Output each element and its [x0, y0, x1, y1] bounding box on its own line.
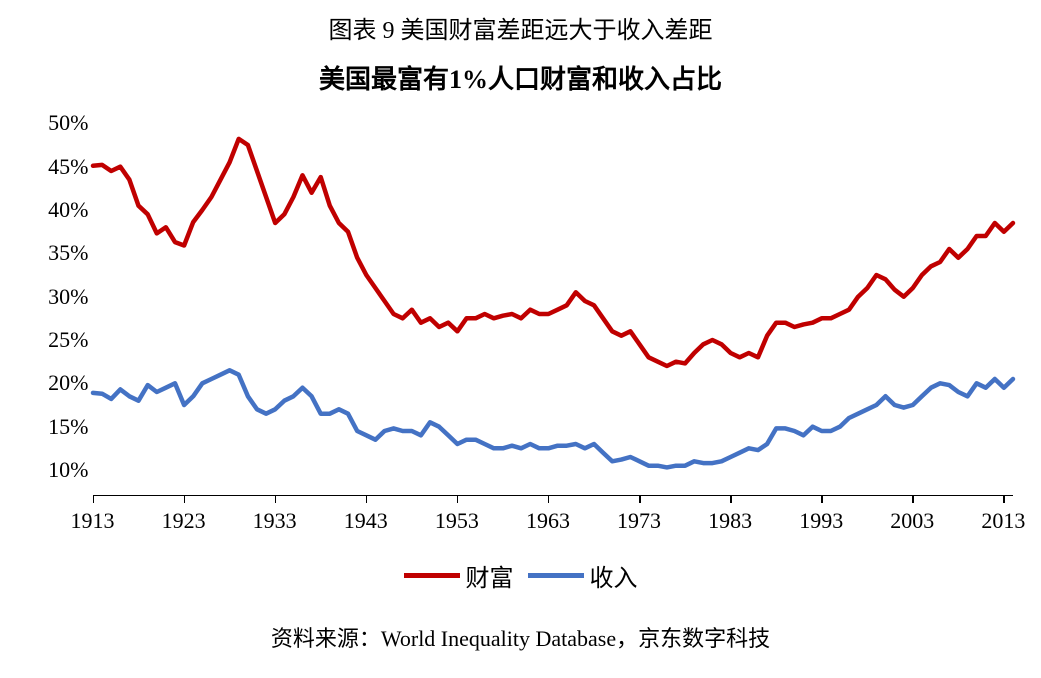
y-tick-label: 30%: [29, 284, 89, 310]
y-tick-label: 45%: [29, 154, 89, 180]
chart-lines: [93, 106, 1013, 495]
y-axis: 10% 15% 20% 25% 30% 35% 40% 45% 50%: [29, 106, 89, 546]
legend-swatch-wealth: [404, 573, 460, 578]
x-tick: [184, 496, 186, 503]
figure-title: 图表 9 美国财富差距远大于收入差距: [0, 0, 1041, 53]
y-tick-label: 15%: [29, 414, 89, 440]
y-tick-label: 10%: [29, 457, 89, 483]
chart-legend: 财富 收入: [0, 546, 1041, 593]
x-tick-label: 1923: [162, 508, 206, 534]
series-income: [93, 370, 1013, 467]
x-tick: [912, 496, 914, 503]
x-tick-label: 1933: [253, 508, 297, 534]
x-tick-label: 2013: [981, 508, 1025, 534]
chart-title: 美国最富有1%人口财富和收入占比: [0, 53, 1041, 106]
x-tick-label: 2003: [890, 508, 934, 534]
x-tick: [1003, 496, 1005, 503]
x-tick: [548, 496, 550, 503]
y-tick-label: 25%: [29, 327, 89, 353]
x-tick: [366, 496, 368, 503]
legend-item-wealth: 财富: [404, 558, 514, 593]
source-cn: 京东数字科技: [638, 626, 770, 651]
x-tick: [730, 496, 732, 503]
x-tick-label: 1943: [344, 508, 388, 534]
legend-swatch-income: [528, 573, 584, 578]
x-tick-label: 1913: [71, 508, 115, 534]
x-axis: 1913192319331943195319631973198319932003…: [93, 496, 1013, 546]
plot-area: [93, 106, 1013, 496]
x-tick: [93, 496, 95, 503]
x-tick-label: 1963: [526, 508, 570, 534]
legend-label-wealth: 财富: [466, 558, 514, 593]
x-tick: [639, 496, 641, 503]
y-tick-label: 20%: [29, 370, 89, 396]
source-line: 资料来源：World Inequality Database，京东数字科技: [0, 593, 1041, 653]
x-tick-label: 1993: [799, 508, 843, 534]
y-tick-label: 35%: [29, 240, 89, 266]
series-wealth: [93, 139, 1013, 366]
x-tick-label: 1983: [708, 508, 752, 534]
source-prefix: 资料来源：: [271, 626, 381, 651]
y-tick-label: 50%: [29, 110, 89, 136]
legend-item-income: 收入: [528, 558, 638, 593]
source-latin: World Inequality Database: [381, 626, 616, 651]
x-tick: [275, 496, 277, 503]
x-tick: [457, 496, 459, 503]
legend-label-income: 收入: [590, 558, 638, 593]
y-tick-label: 40%: [29, 197, 89, 223]
x-tick-label: 1953: [435, 508, 479, 534]
source-sep: ，: [616, 626, 638, 651]
line-chart: 10% 15% 20% 25% 30% 35% 40% 45% 50% 1913 1923 1933…: [21, 106, 1021, 546]
x-tick: [821, 496, 823, 503]
x-tick-label: 1973: [617, 508, 661, 534]
